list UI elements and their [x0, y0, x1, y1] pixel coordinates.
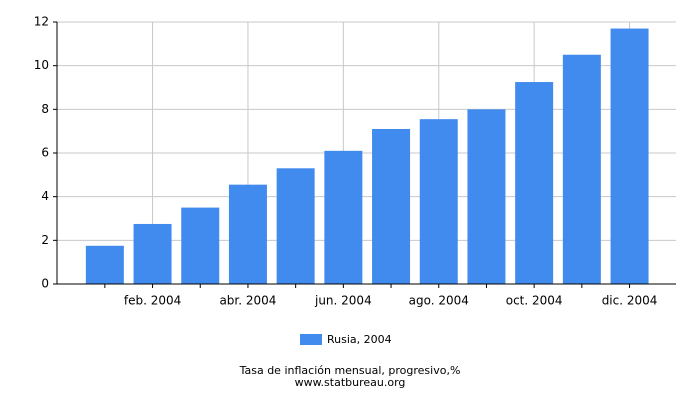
- x-tick-label: ago. 2004: [409, 294, 469, 308]
- bar: [515, 82, 554, 285]
- y-tick-label: 10: [34, 58, 49, 72]
- y-tick-label: 4: [41, 189, 49, 203]
- y-tick-label: 2: [41, 233, 49, 247]
- bar: [562, 54, 601, 284]
- bar: [610, 28, 649, 284]
- chart-title: Tasa de inflación mensual, progresivo,%: [239, 364, 461, 377]
- bar: [324, 150, 363, 284]
- y-tick-label: 0: [41, 277, 49, 291]
- bar: [419, 119, 458, 285]
- bar: [372, 128, 411, 284]
- bar: [181, 207, 220, 284]
- x-tick-label: abr. 2004: [219, 294, 276, 308]
- legend-swatch: [300, 334, 322, 345]
- y-tick-label: 12: [34, 15, 49, 29]
- bar: [276, 168, 315, 284]
- y-tick-label: 6: [41, 146, 49, 160]
- bar: [133, 223, 172, 284]
- legend-label: Rusia, 2004: [327, 333, 392, 346]
- x-tick-label: dic. 2004: [602, 294, 658, 308]
- x-tick-label: oct. 2004: [506, 294, 563, 308]
- bar: [85, 245, 124, 284]
- bar: [467, 109, 506, 284]
- x-tick-label: jun. 2004: [314, 294, 372, 308]
- bar: [228, 184, 267, 284]
- source: www.statbureau.org: [295, 376, 406, 389]
- x-tick-label: feb. 2004: [124, 294, 181, 308]
- y-tick-label: 8: [41, 102, 49, 116]
